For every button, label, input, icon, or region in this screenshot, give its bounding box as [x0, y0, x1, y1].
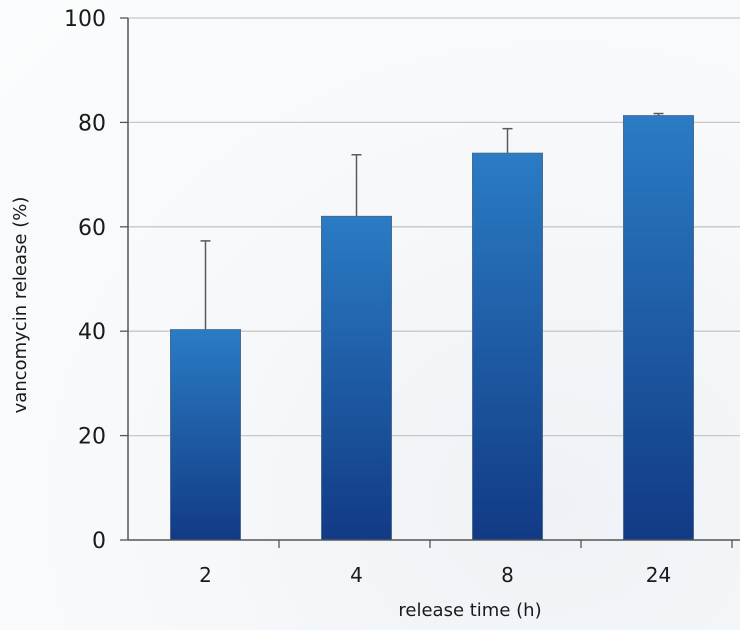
y-axis-title: vancomycin release (%): [10, 197, 31, 414]
x-tick-label: 4: [350, 563, 363, 587]
x-axis-title: release time (h): [398, 600, 541, 621]
x-tick-label: 8: [501, 563, 514, 587]
bar: [623, 115, 694, 541]
y-tick-label: 20: [78, 425, 106, 450]
x-tick-label: 2: [199, 563, 212, 587]
y-tick-label: 80: [78, 111, 106, 136]
y-tick-label: 40: [78, 320, 106, 345]
bar-layer: [170, 112, 694, 541]
y-tick-label: 100: [64, 7, 106, 32]
y-tick-label: 0: [92, 529, 106, 554]
bar: [472, 152, 543, 541]
y-tick-label: 60: [78, 216, 106, 241]
x-tick-label: 24: [646, 563, 671, 587]
bar: [321, 215, 392, 541]
bar: [170, 329, 241, 541]
